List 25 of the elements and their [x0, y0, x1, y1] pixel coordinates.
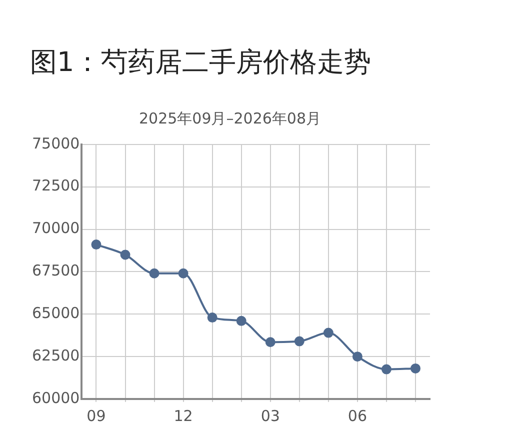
point [323, 328, 334, 338]
x-tick-label: 06 [348, 406, 367, 425]
chart-subtitle: 2025年09月–2026年08月 [138, 109, 322, 128]
point [207, 312, 218, 323]
y-tick-label: 75000 [32, 134, 80, 152]
y-tick-label: 62500 [32, 346, 80, 364]
point [381, 364, 392, 374]
point [294, 336, 304, 346]
chart-title: 图1：芍药居二手房价格走势 [30, 47, 372, 78]
x-tick-label: 12 [174, 406, 193, 425]
x-tick-label: 03 [260, 406, 280, 425]
y-tick-label: 70000 [32, 219, 80, 238]
y-tick-label: 67500 [32, 262, 80, 280]
point [178, 268, 188, 278]
point [236, 316, 246, 326]
y-tick-label: 72500 [32, 176, 80, 195]
y-tick-label: 60000 [32, 388, 80, 407]
point [149, 268, 160, 278]
y-tick-label: 65000 [32, 304, 80, 322]
point [410, 363, 420, 374]
point [352, 352, 362, 362]
point [91, 240, 102, 250]
point [120, 250, 130, 260]
x-tick-label: 09 [86, 406, 106, 425]
point [265, 337, 276, 348]
